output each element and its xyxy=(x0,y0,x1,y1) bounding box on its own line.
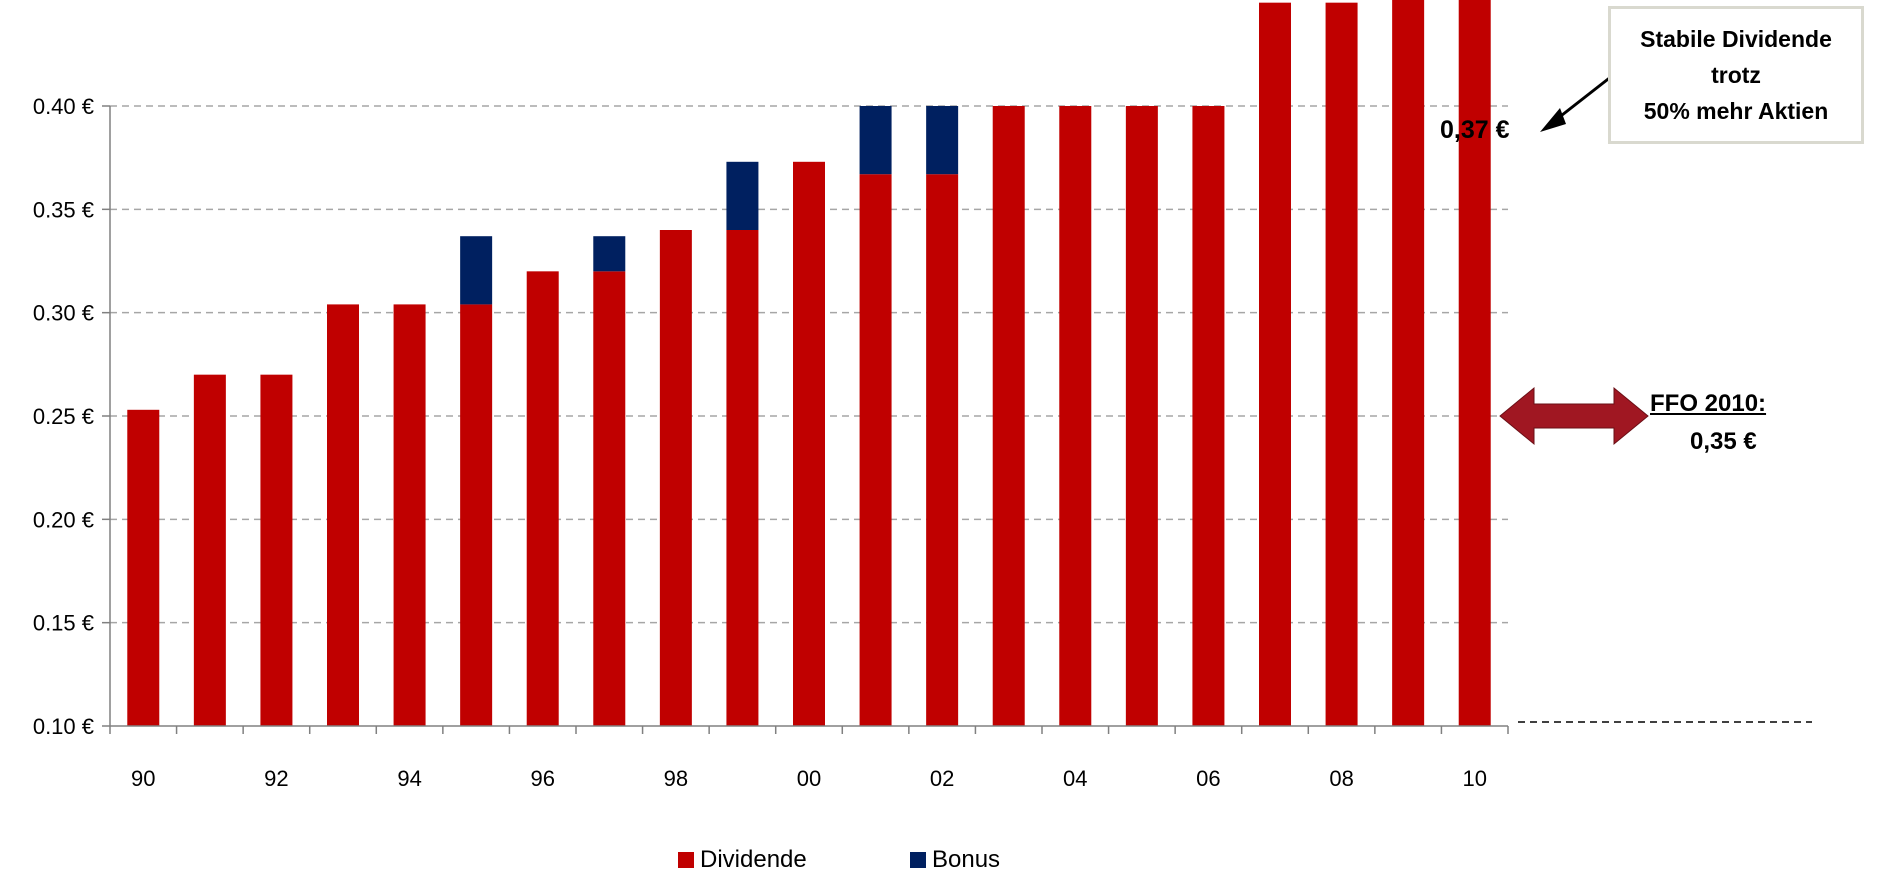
legend-swatch-dividende xyxy=(678,852,694,868)
bar-dividende xyxy=(526,271,559,726)
callout-line-2: trotz xyxy=(1711,62,1761,88)
x-tick-label: 08 xyxy=(1329,766,1353,791)
legend-label-dividende: Dividende xyxy=(700,846,807,873)
axes xyxy=(109,106,1509,734)
y-tick-label: 0.25 € xyxy=(33,404,94,429)
bar-dividende xyxy=(193,374,226,726)
x-tick-label: 10 xyxy=(1462,766,1486,791)
ffo-value: 0,35 € xyxy=(1690,428,1757,455)
y-tick-label: 0.10 € xyxy=(33,714,94,739)
bar-dividende xyxy=(393,304,426,726)
y-tick-label: 0.15 € xyxy=(33,611,94,636)
bar-dividende xyxy=(1458,0,1491,727)
double-arrow-icon xyxy=(1499,386,1649,446)
bar-dividende xyxy=(1125,106,1158,726)
bar-dividende xyxy=(659,230,692,726)
legend-label-bonus: Bonus xyxy=(932,846,1001,873)
y-tick-label: 0.40 € xyxy=(33,94,94,119)
bar-dividende xyxy=(793,161,825,727)
bar-dividende xyxy=(260,374,293,726)
x-tick-label: 00 xyxy=(797,766,821,791)
pointer-arrowhead-icon xyxy=(1540,108,1566,132)
y-tick-labels: 0.10 € 0.15 € 0.20 € 0.25 € 0.30 € 0.35 € 0.40… xyxy=(33,94,94,739)
x-tick-label: 94 xyxy=(397,766,421,791)
bar-dividende xyxy=(992,106,1025,726)
bar-dividende xyxy=(1259,2,1291,726)
x-tick-labels: 90 92 94 96 98 00 02 04 06 08 10 xyxy=(131,766,1487,791)
bar-bonus xyxy=(926,106,959,175)
legend-item-dividende: Dividende xyxy=(678,846,807,874)
x-tick-label: 92 xyxy=(264,766,288,791)
bar-dividende xyxy=(127,409,160,726)
bar-dividende xyxy=(327,304,359,726)
bar-bonus xyxy=(859,106,892,175)
x-tick-label: 04 xyxy=(1063,766,1087,791)
y-tick-label: 0.30 € xyxy=(33,301,94,326)
legend-swatch-bonus xyxy=(910,852,926,868)
bar-dividende xyxy=(926,174,959,726)
bar-dividende xyxy=(859,174,892,726)
x-tick-label: 98 xyxy=(664,766,688,791)
bar-dividende xyxy=(1192,106,1225,726)
callout-box: Stabile Dividende trotz 50% mehr Aktien xyxy=(1608,6,1864,144)
bar-dividende xyxy=(1325,2,1358,726)
bar-dividende xyxy=(726,230,759,726)
bars xyxy=(127,0,1491,727)
ffo-title: FFO 2010: xyxy=(1650,390,1767,417)
y-tick-label: 0.35 € xyxy=(33,197,94,222)
bar-bonus xyxy=(593,236,626,272)
y-tick-label: 0.20 € xyxy=(33,507,94,532)
bar-dividende xyxy=(593,271,626,726)
callout-line-1: Stabile Dividende xyxy=(1640,26,1832,52)
x-tick-label: 96 xyxy=(530,766,554,791)
bar-dividende xyxy=(1059,106,1092,726)
x-tick-label: 90 xyxy=(131,766,155,791)
bar-bonus xyxy=(726,161,759,230)
last-value-label: 0,37 € xyxy=(1440,116,1510,144)
bar-bonus xyxy=(460,236,493,305)
bar-dividende xyxy=(1392,0,1425,727)
x-tick-label: 02 xyxy=(930,766,954,791)
legend-item-bonus: Bonus xyxy=(910,846,1000,874)
bar-dividende xyxy=(460,304,493,726)
callout-line-3: 50% mehr Aktien xyxy=(1643,98,1829,124)
x-tick-label: 06 xyxy=(1196,766,1220,791)
